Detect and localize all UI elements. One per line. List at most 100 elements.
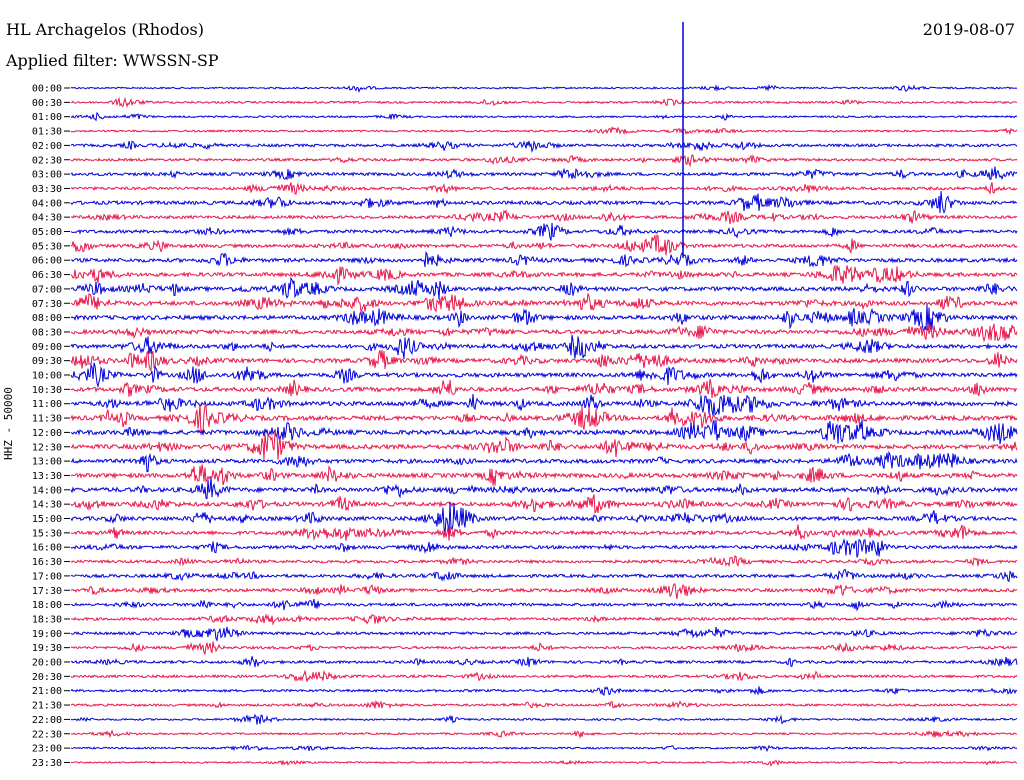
time-tick-label: 12:30 xyxy=(32,442,62,453)
time-tick-label: 10:30 xyxy=(32,385,62,396)
trace-line xyxy=(70,744,1018,753)
time-tick-label: 10:00 xyxy=(32,371,62,382)
time-tick-label: 20:30 xyxy=(32,672,62,683)
time-tick-label: 18:30 xyxy=(32,614,62,625)
trace-line xyxy=(70,729,1018,739)
trace-line xyxy=(70,686,1018,697)
trace-line xyxy=(70,140,1018,153)
trace-line xyxy=(70,264,1018,286)
filter-label: Applied filter: WWSSN-SP xyxy=(6,51,219,70)
time-tick-label: 04:00 xyxy=(32,198,62,209)
time-tick-label: 08:30 xyxy=(32,327,62,338)
trace-line xyxy=(70,568,1018,583)
time-tick-label: 01:30 xyxy=(32,127,62,138)
time-tick-label: 18:00 xyxy=(32,600,62,611)
time-tick-label: 03:00 xyxy=(32,170,62,181)
trace-line xyxy=(70,378,1018,399)
trace-line xyxy=(70,362,1018,389)
trace-line xyxy=(70,83,1018,93)
trace-line xyxy=(70,669,1018,682)
time-tick-label: 06:30 xyxy=(32,270,62,281)
trace-line xyxy=(70,153,1018,168)
time-tick-label: 05:30 xyxy=(32,241,62,252)
time-tick-label: 04:30 xyxy=(32,213,62,224)
trace-line xyxy=(70,641,1018,656)
time-tick-label: 00:00 xyxy=(32,84,62,95)
time-tick-label: 13:00 xyxy=(32,457,62,468)
time-tick-label: 22:00 xyxy=(32,715,62,726)
time-tick-label: 11:00 xyxy=(32,399,62,410)
time-tick-label: 15:00 xyxy=(32,514,62,525)
time-tick-label: 08:00 xyxy=(32,313,62,324)
trace-line xyxy=(70,583,1018,600)
time-tick-label: 17:30 xyxy=(32,586,62,597)
y-axis-label: HHZ - 50000 xyxy=(2,387,15,460)
trace-line xyxy=(70,450,1018,473)
trace-line xyxy=(70,464,1018,486)
time-tick-label: 03:30 xyxy=(32,184,62,195)
trace-line xyxy=(70,234,1018,256)
time-tick-label: 09:00 xyxy=(32,342,62,353)
trace-line xyxy=(70,292,1018,313)
time-tick-label: 14:30 xyxy=(32,500,62,511)
time-tick-label: 22:30 xyxy=(32,729,62,740)
trace-line xyxy=(70,334,1018,359)
time-tick-label: 09:30 xyxy=(32,356,62,367)
trace-line xyxy=(70,524,1018,541)
time-tick-label: 19:30 xyxy=(32,643,62,654)
time-tick-label: 23:00 xyxy=(32,744,62,755)
trace-line xyxy=(70,418,1018,445)
trace-line xyxy=(70,323,1018,343)
trace-line xyxy=(70,429,1018,460)
date-label: 2019-08-07 xyxy=(922,20,1015,39)
trace-line xyxy=(70,111,1018,122)
station-title: HL Archagelos (Rhodos) xyxy=(6,20,204,39)
trace-line xyxy=(70,477,1018,500)
trace-line xyxy=(70,699,1018,709)
time-tick-label: 16:30 xyxy=(32,557,62,568)
time-tick-label: 02:00 xyxy=(32,141,62,152)
trace-line xyxy=(70,222,1018,241)
time-tick-label: 07:00 xyxy=(32,284,62,295)
trace-line xyxy=(70,251,1018,268)
trace-line xyxy=(70,191,1017,214)
time-tick-label: 02:30 xyxy=(32,155,62,166)
trace-line xyxy=(70,209,1018,225)
trace-line xyxy=(70,182,1018,195)
time-tick-label: 12:00 xyxy=(32,428,62,439)
time-tick-label: 15:30 xyxy=(32,528,62,539)
time-tick-label: 11:30 xyxy=(32,414,62,425)
trace-line xyxy=(70,403,1018,436)
time-tick-label: 16:00 xyxy=(32,543,62,554)
trace-line xyxy=(70,555,1018,568)
trace-line xyxy=(70,494,1018,514)
trace-line xyxy=(70,96,1018,108)
time-tick-label: 14:00 xyxy=(32,485,62,496)
trace-line xyxy=(70,626,1018,642)
trace-line xyxy=(70,125,1018,136)
time-tick-label: 01:00 xyxy=(32,112,62,123)
time-tick-label: 19:00 xyxy=(32,629,62,640)
time-tick-label: 17:00 xyxy=(32,571,62,582)
time-tick-label: 05:00 xyxy=(32,227,62,238)
trace-line xyxy=(70,759,1018,767)
time-tick-label: 07:30 xyxy=(32,299,62,310)
time-tick-label: 20:00 xyxy=(32,658,62,669)
time-tick-label: 21:30 xyxy=(32,701,62,712)
time-tick-label: 06:00 xyxy=(32,256,62,267)
trace-line xyxy=(70,276,1018,300)
trace-line xyxy=(70,713,1018,725)
trace-line xyxy=(70,613,1018,626)
trace-line xyxy=(70,501,1018,535)
trace-line xyxy=(70,393,1018,416)
time-tick-label: 13:30 xyxy=(32,471,62,482)
time-tick-label: 23:30 xyxy=(32,758,62,769)
time-tick-label: 21:00 xyxy=(32,686,62,697)
time-tick-label: 00:30 xyxy=(32,98,62,109)
trace-line xyxy=(70,350,1018,373)
trace-line xyxy=(70,166,1018,181)
trace-line xyxy=(70,304,1018,333)
trace-line xyxy=(70,537,1018,558)
trace-line xyxy=(70,598,1018,612)
